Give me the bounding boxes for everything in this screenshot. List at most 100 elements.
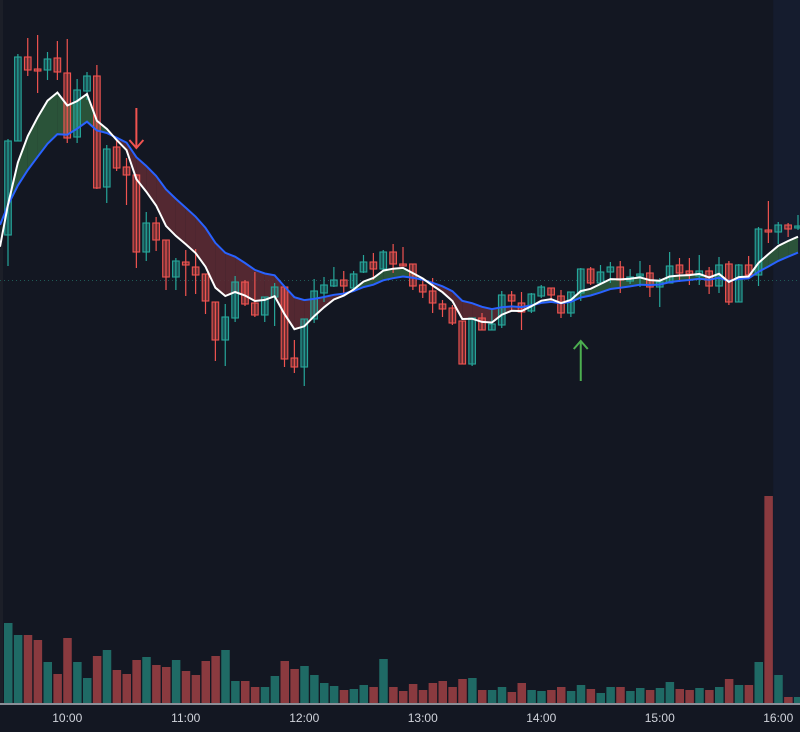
- ema-cloud-bear-segment: [146, 165, 157, 206]
- volume-bar: [616, 687, 625, 703]
- ema-slow-line: [0, 120, 799, 311]
- volume-bar: [675, 689, 684, 703]
- candle-up[interactable]: [468, 317, 476, 366]
- volume-bar: [744, 685, 754, 703]
- candle-down[interactable]: [586, 267, 595, 285]
- candle-up[interactable]: [73, 79, 81, 143]
- volume-bar: [33, 640, 43, 703]
- candle-up[interactable]: [567, 291, 575, 317]
- candle-up[interactable]: [221, 304, 230, 366]
- candle-down[interactable]: [162, 239, 170, 290]
- volume-bar: [241, 681, 250, 703]
- candle-down[interactable]: [132, 174, 141, 268]
- ema-cloud-bear-segment: [185, 207, 196, 254]
- candle-down[interactable]: [251, 272, 259, 317]
- volume-bar: [596, 693, 605, 703]
- candle-down[interactable]: [764, 201, 773, 243]
- volume-bar: [162, 667, 171, 703]
- candle-down[interactable]: [418, 280, 427, 298]
- candle-body: [23, 56, 32, 71]
- candle-down[interactable]: [53, 41, 62, 80]
- candle-up[interactable]: [330, 267, 338, 287]
- candle-body: [636, 273, 644, 277]
- candle-body: [586, 268, 595, 284]
- ema-cloud-bull-segment: [610, 279, 621, 290]
- volume-bar: [636, 688, 645, 703]
- candle-down[interactable]: [122, 158, 131, 205]
- candle-up[interactable]: [14, 54, 22, 142]
- candle-up[interactable]: [260, 296, 269, 322]
- candle-down[interactable]: [211, 301, 220, 361]
- volume-bar: [774, 675, 783, 703]
- candle-down[interactable]: [191, 249, 200, 294]
- ema-cloud-bull-segment: [77, 93, 87, 129]
- candle-down[interactable]: [201, 273, 210, 314]
- candle-down[interactable]: [33, 35, 42, 93]
- candle-up[interactable]: [379, 250, 388, 270]
- volume-bar: [557, 687, 566, 703]
- candle-down[interactable]: [23, 38, 32, 76]
- arrow-down-icon: [128, 108, 145, 150]
- candle-body: [685, 270, 694, 275]
- candle-up[interactable]: [527, 293, 536, 313]
- signal-arrows: [128, 108, 589, 381]
- candle-down[interactable]: [458, 320, 467, 365]
- candle-up[interactable]: [794, 215, 800, 230]
- candle-up[interactable]: [537, 285, 546, 298]
- candle-body: [438, 303, 447, 310]
- volume-bar: [250, 687, 260, 703]
- candle-down[interactable]: [93, 65, 101, 189]
- candle-down[interactable]: [339, 271, 348, 295]
- candle-down[interactable]: [675, 258, 684, 282]
- candle-body: [181, 261, 190, 266]
- volume-bar: [359, 685, 368, 703]
- candle-body: [428, 290, 437, 304]
- candle-down[interactable]: [152, 217, 160, 251]
- time-axis[interactable]: [0, 704, 800, 732]
- candle-up[interactable]: [300, 318, 309, 386]
- candle-down[interactable]: [507, 291, 516, 311]
- candle-up[interactable]: [102, 145, 111, 203]
- candle-up[interactable]: [636, 261, 644, 287]
- volume-bar: [300, 666, 309, 703]
- candle-down[interactable]: [241, 280, 249, 306]
- candle-up[interactable]: [43, 52, 52, 80]
- ema-cloud-bear-segment: [314, 297, 324, 317]
- candle-up[interactable]: [734, 264, 743, 303]
- candle-up[interactable]: [231, 276, 239, 322]
- ema-cloud-bull-segment: [383, 268, 394, 281]
- candle-down[interactable]: [280, 286, 289, 367]
- candle-body: [162, 239, 170, 278]
- candle-down[interactable]: [784, 223, 792, 237]
- ema-cloud-bear-segment: [245, 262, 255, 302]
- candle-body: [665, 265, 674, 284]
- volume-bar: [53, 674, 62, 703]
- candle-up[interactable]: [754, 227, 763, 286]
- candle-body: [330, 279, 338, 287]
- candle-up[interactable]: [497, 291, 506, 328]
- candle-body: [320, 284, 328, 294]
- volume-bar: [349, 689, 359, 703]
- ema-cloud-bear-segment: [166, 189, 176, 236]
- candle-up[interactable]: [142, 212, 151, 261]
- candle-down[interactable]: [290, 340, 299, 373]
- candle-body: [527, 293, 536, 312]
- candle-body: [379, 251, 388, 270]
- ema-cloud-bear-segment: [501, 306, 512, 315]
- candle-up[interactable]: [576, 268, 585, 301]
- candle-body: [349, 273, 358, 289]
- candle-down[interactable]: [181, 250, 190, 296]
- candle-up[interactable]: [774, 222, 783, 244]
- candle-up[interactable]: [359, 255, 368, 273]
- candle-down[interactable]: [112, 140, 121, 171]
- candle-body: [576, 268, 585, 294]
- candle-up[interactable]: [172, 258, 180, 290]
- candle-down[interactable]: [448, 305, 457, 325]
- candle-body: [537, 286, 546, 297]
- volume-bar: [468, 678, 477, 703]
- candle-down[interactable]: [438, 300, 447, 317]
- candle-down[interactable]: [369, 253, 378, 280]
- candle-up[interactable]: [488, 310, 496, 331]
- candle-down[interactable]: [399, 247, 407, 267]
